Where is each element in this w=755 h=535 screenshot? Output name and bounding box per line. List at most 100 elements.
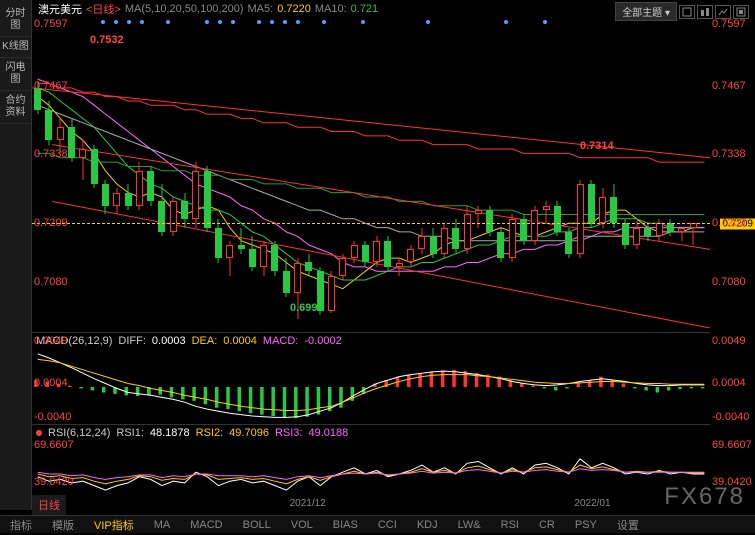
macd-hist-value: -0.0002	[304, 335, 341, 347]
candle	[588, 180, 595, 228]
indicator-tab[interactable]: BIAS	[323, 517, 368, 533]
candle	[577, 180, 584, 259]
candle	[543, 201, 550, 223]
indicator-tab[interactable]: MA	[144, 517, 181, 533]
candle	[283, 258, 290, 297]
candle	[249, 236, 256, 271]
indicator-tab[interactable]: CR	[529, 517, 565, 533]
candle	[147, 166, 154, 205]
sidebar-btn-contract[interactable]: 合约资料	[0, 91, 31, 124]
indicator-tab[interactable]: LW&	[448, 517, 491, 533]
candle	[215, 219, 222, 263]
candle	[464, 206, 471, 254]
tool-icon-2[interactable]	[697, 5, 713, 19]
candle	[34, 81, 41, 114]
indicator-tab[interactable]: 设置	[607, 515, 649, 535]
ma5-label: MA5:	[248, 3, 274, 15]
candle	[452, 219, 459, 254]
candle	[667, 219, 674, 236]
candle	[362, 241, 369, 267]
candle	[520, 214, 527, 245]
candle	[554, 201, 561, 236]
rsi1-value: 48.1878	[150, 427, 190, 439]
candle	[610, 184, 617, 228]
rsi-label: RSI(6,12,24)	[48, 427, 110, 439]
candle	[170, 197, 177, 236]
indicator-tab[interactable]: 指标	[0, 515, 42, 535]
price-annotation: 0.6993	[290, 302, 324, 314]
indicator-tab[interactable]: VIP指标	[84, 515, 144, 535]
candle	[441, 223, 448, 258]
price-tick: 0.7209	[712, 217, 746, 229]
candle	[260, 241, 267, 276]
indicator-tab[interactable]: BOLL	[233, 517, 281, 533]
x-tick: 2021/12	[290, 498, 326, 509]
price-tick: 0.7338	[712, 148, 746, 160]
candle	[690, 223, 697, 245]
candle	[102, 180, 109, 215]
candle	[475, 206, 482, 228]
candle	[373, 236, 380, 267]
candle	[644, 223, 651, 240]
candle	[79, 140, 86, 179]
indicator-tab[interactable]: CCI	[368, 517, 407, 533]
price-tick: 0.7467	[712, 80, 746, 92]
ma10-label: MA10:	[315, 3, 347, 15]
candle	[136, 162, 143, 210]
macd-tick: 0.0004	[712, 377, 746, 389]
rsi2-label: RSI2:	[196, 427, 224, 439]
candle	[226, 241, 233, 276]
candle	[430, 228, 437, 259]
macd-hist-label: MACD:	[263, 335, 298, 347]
indicator-tab[interactable]: MACD	[180, 517, 232, 533]
price-tick: 0.7597	[712, 18, 746, 30]
right-price-axis: 0.7597 0.7467 0.7338 0.7209 0.7080	[710, 18, 755, 328]
period-label: <日线>	[86, 1, 121, 17]
rsi-tick: 39.0420	[712, 476, 752, 488]
candle	[91, 145, 98, 189]
sidebar-btn-lightning[interactable]: 闪电图	[0, 58, 31, 91]
indicator-tab[interactable]: RSI	[491, 517, 529, 533]
x-axis: 2021/122022/01	[32, 498, 710, 512]
price-tick: 0.7080	[712, 276, 746, 288]
rsi-tick: 69.6607	[712, 439, 752, 451]
sidebar-btn-kline[interactable]: K线图	[0, 37, 31, 58]
macd-panel[interactable]: MACD(26,12,9) DIFF:0.0003 DEA:0.0004 MAC…	[32, 332, 710, 424]
current-price-line: 0.7209	[32, 223, 710, 224]
candle	[531, 206, 538, 245]
candle	[396, 258, 403, 275]
candle	[418, 228, 425, 254]
rsi1-label: RSI1:	[116, 427, 144, 439]
tool-icon-1[interactable]	[679, 5, 695, 19]
price-chart[interactable]: 0.7209	[32, 18, 710, 328]
macd-header: MACD(26,12,9) DIFF:0.0003 DEA:0.0004 MAC…	[32, 333, 710, 349]
candle	[339, 254, 346, 280]
rsi-panel[interactable]: RSI(6,12,24) RSI1:48.1878 RSI2:49.7096 R…	[32, 424, 710, 498]
candle	[125, 184, 132, 210]
candle	[271, 241, 278, 276]
price-annotation: 0.7532	[90, 34, 124, 46]
symbol-name: 澳元美元	[38, 1, 82, 17]
macd-label: MACD(26,12,9)	[36, 335, 112, 347]
candle	[328, 271, 335, 312]
candle	[305, 254, 312, 276]
indicator-tab[interactable]: VOL	[281, 517, 323, 533]
candle	[565, 228, 572, 259]
candle	[113, 188, 120, 214]
candle	[192, 162, 199, 227]
indicator-tab[interactable]: KDJ	[407, 517, 448, 533]
tool-icon-4[interactable]	[733, 5, 749, 19]
sidebar-btn-timeshare[interactable]: 分时图	[0, 4, 31, 37]
candle	[486, 206, 493, 237]
indicator-tab[interactable]: 模版	[42, 515, 84, 535]
diff-label: DIFF:	[118, 335, 146, 347]
dea-label: DEA:	[192, 335, 218, 347]
candle	[158, 184, 165, 236]
indicator-tabs: 指标模版VIP指标MAMACDBOLLVOLBIASCCIKDJLW&RSICR…	[0, 515, 755, 533]
tool-icon-3[interactable]	[715, 5, 731, 19]
price-annotation: 0.7314	[580, 140, 614, 152]
ma-params: MA(5,10,20,50,100,200)	[125, 3, 244, 15]
indicator-tab[interactable]: PSY	[565, 517, 607, 533]
macd-tick: -0.0040	[712, 411, 749, 423]
candle	[351, 241, 358, 263]
